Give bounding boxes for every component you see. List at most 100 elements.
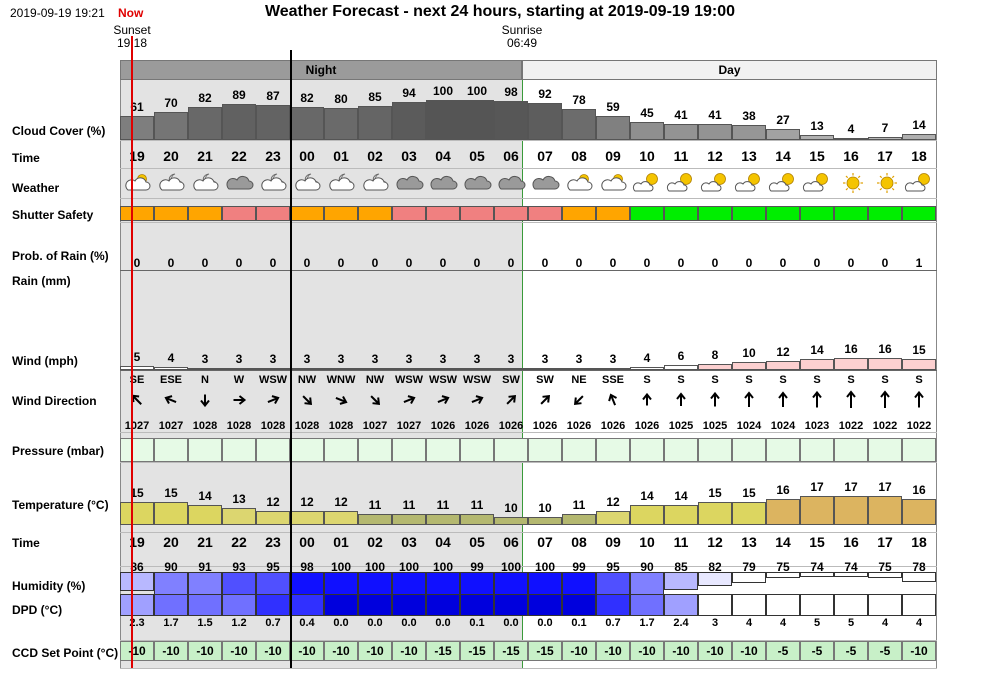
wind-value: 3 (507, 352, 515, 366)
wind-direction-label: S (711, 374, 719, 386)
row-label-wind-dir: Wind Direction (12, 394, 97, 408)
wind-bar (698, 364, 732, 370)
ccd-value: -10 (162, 644, 180, 658)
rain-prob-value: 0 (167, 256, 175, 270)
ccd-value: -10 (400, 644, 418, 658)
humidity-value: 75 (776, 560, 790, 574)
dpd-bar (868, 594, 902, 616)
pressure-value: 1022 (906, 420, 932, 432)
rain-section-divider (120, 270, 937, 271)
time-cell: 19 (129, 148, 145, 164)
ccd-value: -10 (128, 644, 146, 658)
temperature-value: 12 (300, 495, 314, 509)
cloud-moon-icon (190, 171, 220, 195)
wind-arrow-icon (567, 388, 591, 412)
wind-direction-label: SE (129, 374, 145, 386)
temperature-bar (324, 511, 358, 525)
dpd-value: 5 (847, 617, 855, 629)
temperature-bar (154, 502, 188, 525)
dpd-bar (188, 594, 222, 616)
temperature-value: 10 (538, 501, 552, 515)
wind-arrow-icon (295, 388, 319, 412)
wind-direction-label: SW (502, 374, 520, 386)
ccd-value: -5 (777, 644, 789, 658)
cloud-bar (324, 108, 358, 140)
cloud-sun-icon (122, 171, 152, 195)
ccd-value: -10 (740, 644, 758, 658)
rain-prob-value: 1 (915, 256, 923, 270)
cloud-bar (868, 137, 902, 140)
temperature-bar (766, 499, 800, 525)
wind-section-divider (120, 370, 937, 371)
day-period-bar: Day (522, 60, 937, 80)
cloud-value: 87 (266, 89, 280, 103)
shutter-safety-cell-orange (358, 206, 392, 221)
ccd-value: -10 (196, 644, 214, 658)
sunrise-label: Sunrise (501, 23, 543, 37)
time-cell: 14 (775, 534, 791, 550)
sunset-label: Sunset (113, 23, 151, 37)
wind-arrow-icon (431, 388, 455, 412)
wind-value: 14 (810, 343, 824, 357)
cloud-value: 7 (881, 121, 889, 135)
time-cell: 14 (775, 148, 791, 164)
humidity-value: 74 (810, 560, 824, 574)
wind-bar (664, 365, 698, 370)
pressure-cell (120, 438, 154, 462)
time-cell: 17 (877, 148, 893, 164)
wind-direction-label: NE (571, 374, 587, 386)
row-divider (120, 432, 937, 433)
ccd-value: -15 (502, 644, 520, 658)
wind-value: 8 (711, 348, 719, 362)
wind-arrow-icon (261, 388, 285, 412)
wind-arrow-icon (159, 388, 183, 412)
cloud-bar (902, 134, 936, 140)
shutter-safety-cell-green (834, 206, 868, 221)
ccd-value: -5 (879, 644, 891, 658)
pressure-cell (358, 438, 392, 462)
cloud-value: 89 (232, 88, 246, 102)
row-label-wind: Wind (mph) (12, 354, 78, 368)
ccd-cell (596, 641, 630, 661)
wind-bar (290, 368, 324, 370)
shutter-safety-cell-orange (188, 206, 222, 221)
cloud-icon (462, 171, 492, 195)
temperature-value: 15 (130, 486, 144, 500)
wind-direction-label: SW (536, 374, 554, 386)
page-title: Weather Forecast - next 24 hours, starti… (264, 3, 736, 20)
ccd-value: -5 (811, 644, 823, 658)
row-label-weather: Weather (12, 181, 60, 195)
dpd-bar (358, 594, 392, 616)
cloud-bar (120, 116, 154, 140)
pressure-cell (188, 438, 222, 462)
time-cell: 09 (605, 148, 621, 164)
row-divider (120, 140, 937, 141)
shutter-safety-cell-green (732, 206, 766, 221)
humidity-value: 95 (266, 560, 280, 574)
shutter-safety-cell-orange (154, 206, 188, 221)
cloud-value: 61 (130, 100, 144, 114)
time-cell: 06 (503, 534, 519, 550)
dpd-bar (392, 594, 426, 616)
cloud-bar (562, 109, 596, 140)
wind-value: 3 (439, 352, 447, 366)
time-cell: 02 (367, 148, 383, 164)
pressure-value: 1024 (770, 420, 796, 432)
current-datetime: 2019-09-19 19:21 (10, 6, 105, 20)
wind-value: 10 (742, 346, 756, 360)
ccd-value: -15 (468, 644, 486, 658)
humidity-value: 86 (130, 560, 144, 574)
row-label-rain: Rain (mm) (12, 274, 71, 288)
pressure-value: 1023 (804, 420, 830, 432)
time-cell: 21 (197, 148, 213, 164)
sunrise-line (522, 80, 523, 668)
temperature-bar (120, 502, 154, 525)
time-cell: 23 (265, 148, 281, 164)
cloud-value: 92 (538, 87, 552, 101)
wind-bar (800, 359, 834, 370)
cloud-value: 94 (402, 86, 416, 100)
wind-arrow-icon (873, 388, 897, 412)
temperature-bar (834, 496, 868, 525)
ccd-value: -10 (298, 644, 316, 658)
wind-value: 3 (201, 352, 209, 366)
